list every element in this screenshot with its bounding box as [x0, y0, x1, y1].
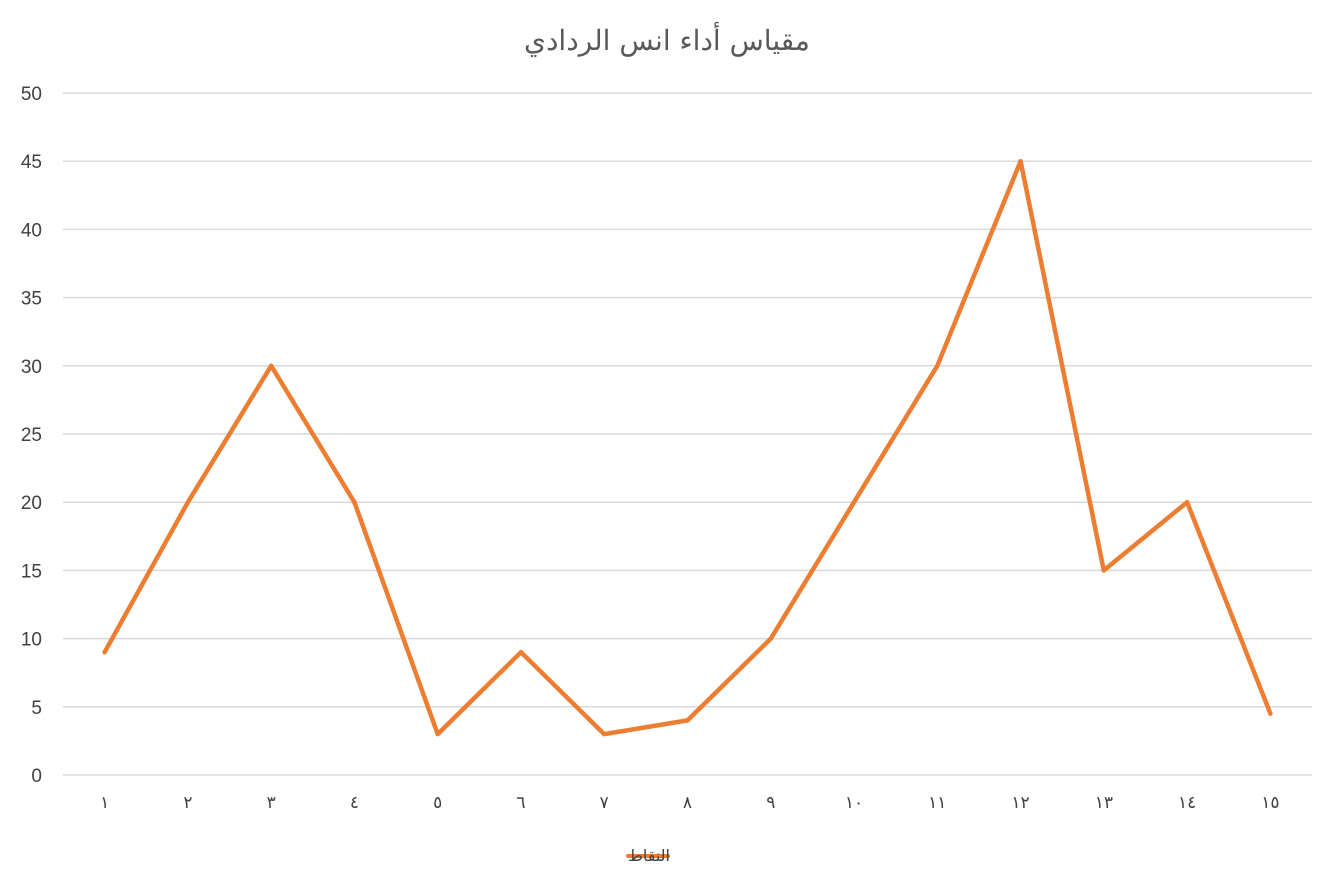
gridlines	[63, 92, 1312, 776]
series-layer	[102, 158, 1273, 737]
x-tick-label: ١٠	[845, 793, 863, 813]
x-tick-label: ١١	[928, 793, 946, 813]
data-point	[518, 650, 524, 655]
chart-title: مقياس أداء انس الردادي	[524, 22, 810, 57]
x-tick-label: ٧	[600, 793, 609, 813]
data-point	[1184, 500, 1190, 505]
data-point	[102, 650, 107, 655]
data-point	[602, 731, 607, 737]
x-tick-label: ١٣	[1095, 793, 1113, 813]
y-tick-label: 35	[21, 289, 42, 310]
legend-label: النقاط	[628, 846, 670, 865]
data-point	[935, 363, 940, 368]
x-tick-label: ١	[100, 793, 109, 813]
y-tick-label: 45	[21, 152, 42, 173]
x-axis-ticks: ١ ٢ ٣ ٤ ٥ ٦ ٧ ٨ ٩ ١٠ ١١ ١٢ ١٣ ١٤ ١٥	[100, 793, 1279, 813]
y-tick-label: 40	[21, 220, 42, 241]
data-point	[768, 636, 773, 641]
y-tick-label: 0	[31, 766, 42, 787]
y-tick-label: 15	[21, 561, 42, 582]
x-tick-label: ٣	[267, 793, 276, 813]
y-tick-label: 30	[21, 357, 42, 378]
x-tick-label: ١٢	[1011, 793, 1029, 813]
x-tick-label: ٦	[516, 793, 525, 813]
y-tick-label: 10	[21, 630, 42, 651]
data-point	[685, 718, 690, 723]
x-tick-label: ٩	[766, 793, 775, 813]
x-tick-label: ١٤	[1178, 793, 1196, 813]
series-line	[102, 158, 1273, 737]
y-axis-ticks: 0 5 10 15 20 25 30 35 40 45 50	[21, 84, 42, 787]
y-tick-label: 5	[31, 698, 42, 719]
y-tick-label: 50	[21, 84, 42, 105]
y-tick-label: 20	[21, 493, 42, 514]
y-tick-label: 25	[21, 425, 42, 446]
legend: النقاط	[626, 846, 670, 865]
x-tick-label: ٥	[433, 793, 442, 813]
data-point	[268, 363, 274, 368]
data-point	[185, 500, 191, 505]
data-point	[1101, 568, 1107, 573]
x-tick-label: ٨	[683, 793, 692, 813]
x-tick-label: ٤	[350, 793, 359, 813]
data-point	[1018, 159, 1023, 164]
data-point	[352, 500, 357, 505]
data-point	[435, 731, 440, 737]
data-point	[851, 500, 857, 505]
x-tick-label: ٢	[183, 793, 192, 813]
data-point	[1268, 711, 1273, 716]
x-tick-label: ١٥	[1261, 793, 1279, 813]
